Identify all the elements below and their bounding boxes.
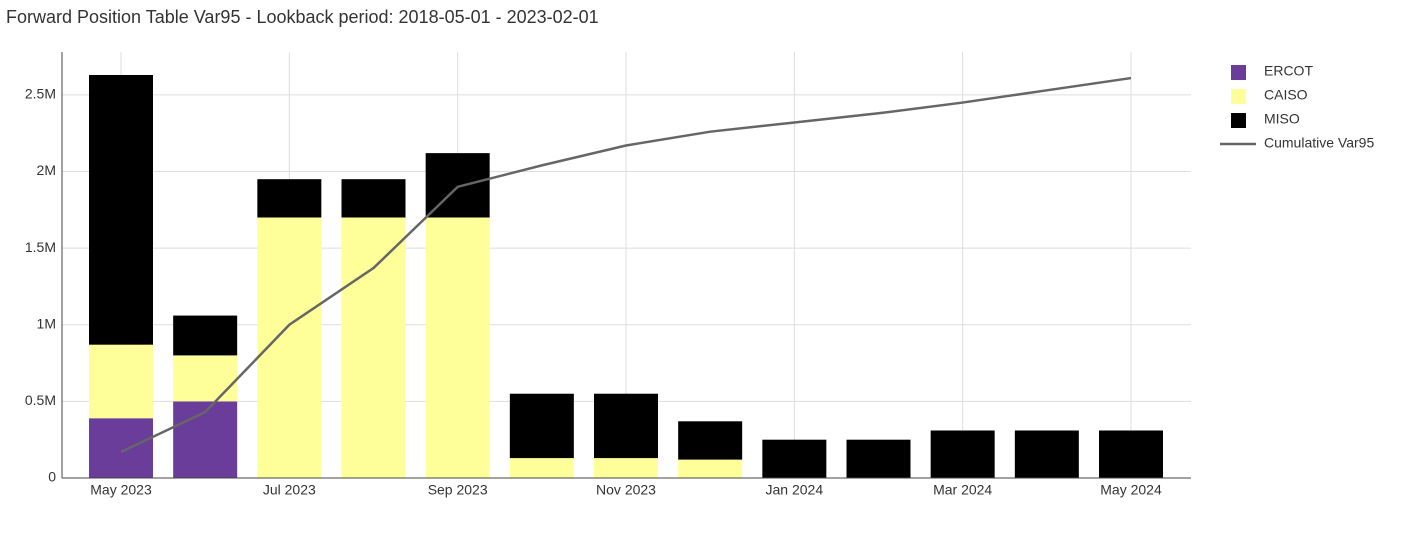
bar bbox=[678, 421, 743, 460]
x-tick-label: Nov 2023 bbox=[596, 482, 656, 498]
x-tick-label: Jul 2023 bbox=[263, 482, 316, 498]
x-tick-label: Mar 2024 bbox=[933, 482, 992, 498]
bar bbox=[509, 458, 574, 478]
bar bbox=[89, 418, 153, 478]
bar bbox=[341, 217, 406, 478]
bar bbox=[762, 439, 827, 478]
bar bbox=[425, 217, 490, 478]
bar bbox=[509, 393, 574, 459]
line bbox=[120, 76, 1132, 454]
bar bbox=[257, 179, 322, 218]
y-tick-label: 0.5M bbox=[25, 392, 56, 408]
bar bbox=[89, 74, 153, 345]
x-tick-label: May 2024 bbox=[1100, 482, 1162, 498]
y-tick-label: 2.5M bbox=[25, 86, 56, 102]
bar bbox=[1014, 430, 1079, 478]
bar bbox=[594, 393, 658, 459]
legend-swatch bbox=[1231, 65, 1246, 80]
x-tick-label: May 2023 bbox=[90, 482, 152, 498]
legend-label: CAISO bbox=[1264, 87, 1308, 103]
y-tick-label: 2M bbox=[37, 162, 56, 178]
x-tick-label: Jan 2024 bbox=[766, 482, 824, 498]
legend-label: MISO bbox=[1264, 111, 1300, 127]
bar bbox=[594, 458, 658, 478]
x-tick-label: Sep 2023 bbox=[428, 482, 488, 498]
y-tick-label: 0 bbox=[48, 469, 56, 485]
y-tick-label: 1M bbox=[37, 315, 56, 331]
bar bbox=[846, 439, 911, 478]
bar bbox=[341, 179, 406, 218]
bar bbox=[173, 401, 238, 478]
bar bbox=[930, 430, 995, 478]
bar bbox=[89, 344, 153, 419]
legend-swatch bbox=[1231, 113, 1246, 128]
bar bbox=[173, 355, 238, 402]
chart-title: Forward Position Table Var95 - Lookback … bbox=[6, 7, 599, 27]
bar bbox=[1099, 430, 1163, 478]
bar bbox=[173, 315, 238, 356]
legend-label: Cumulative Var95 bbox=[1264, 135, 1374, 151]
legend-label: ERCOT bbox=[1264, 63, 1313, 79]
legend-swatch bbox=[1231, 89, 1246, 104]
bar bbox=[678, 459, 743, 478]
y-tick-label: 1.5M bbox=[25, 239, 56, 255]
